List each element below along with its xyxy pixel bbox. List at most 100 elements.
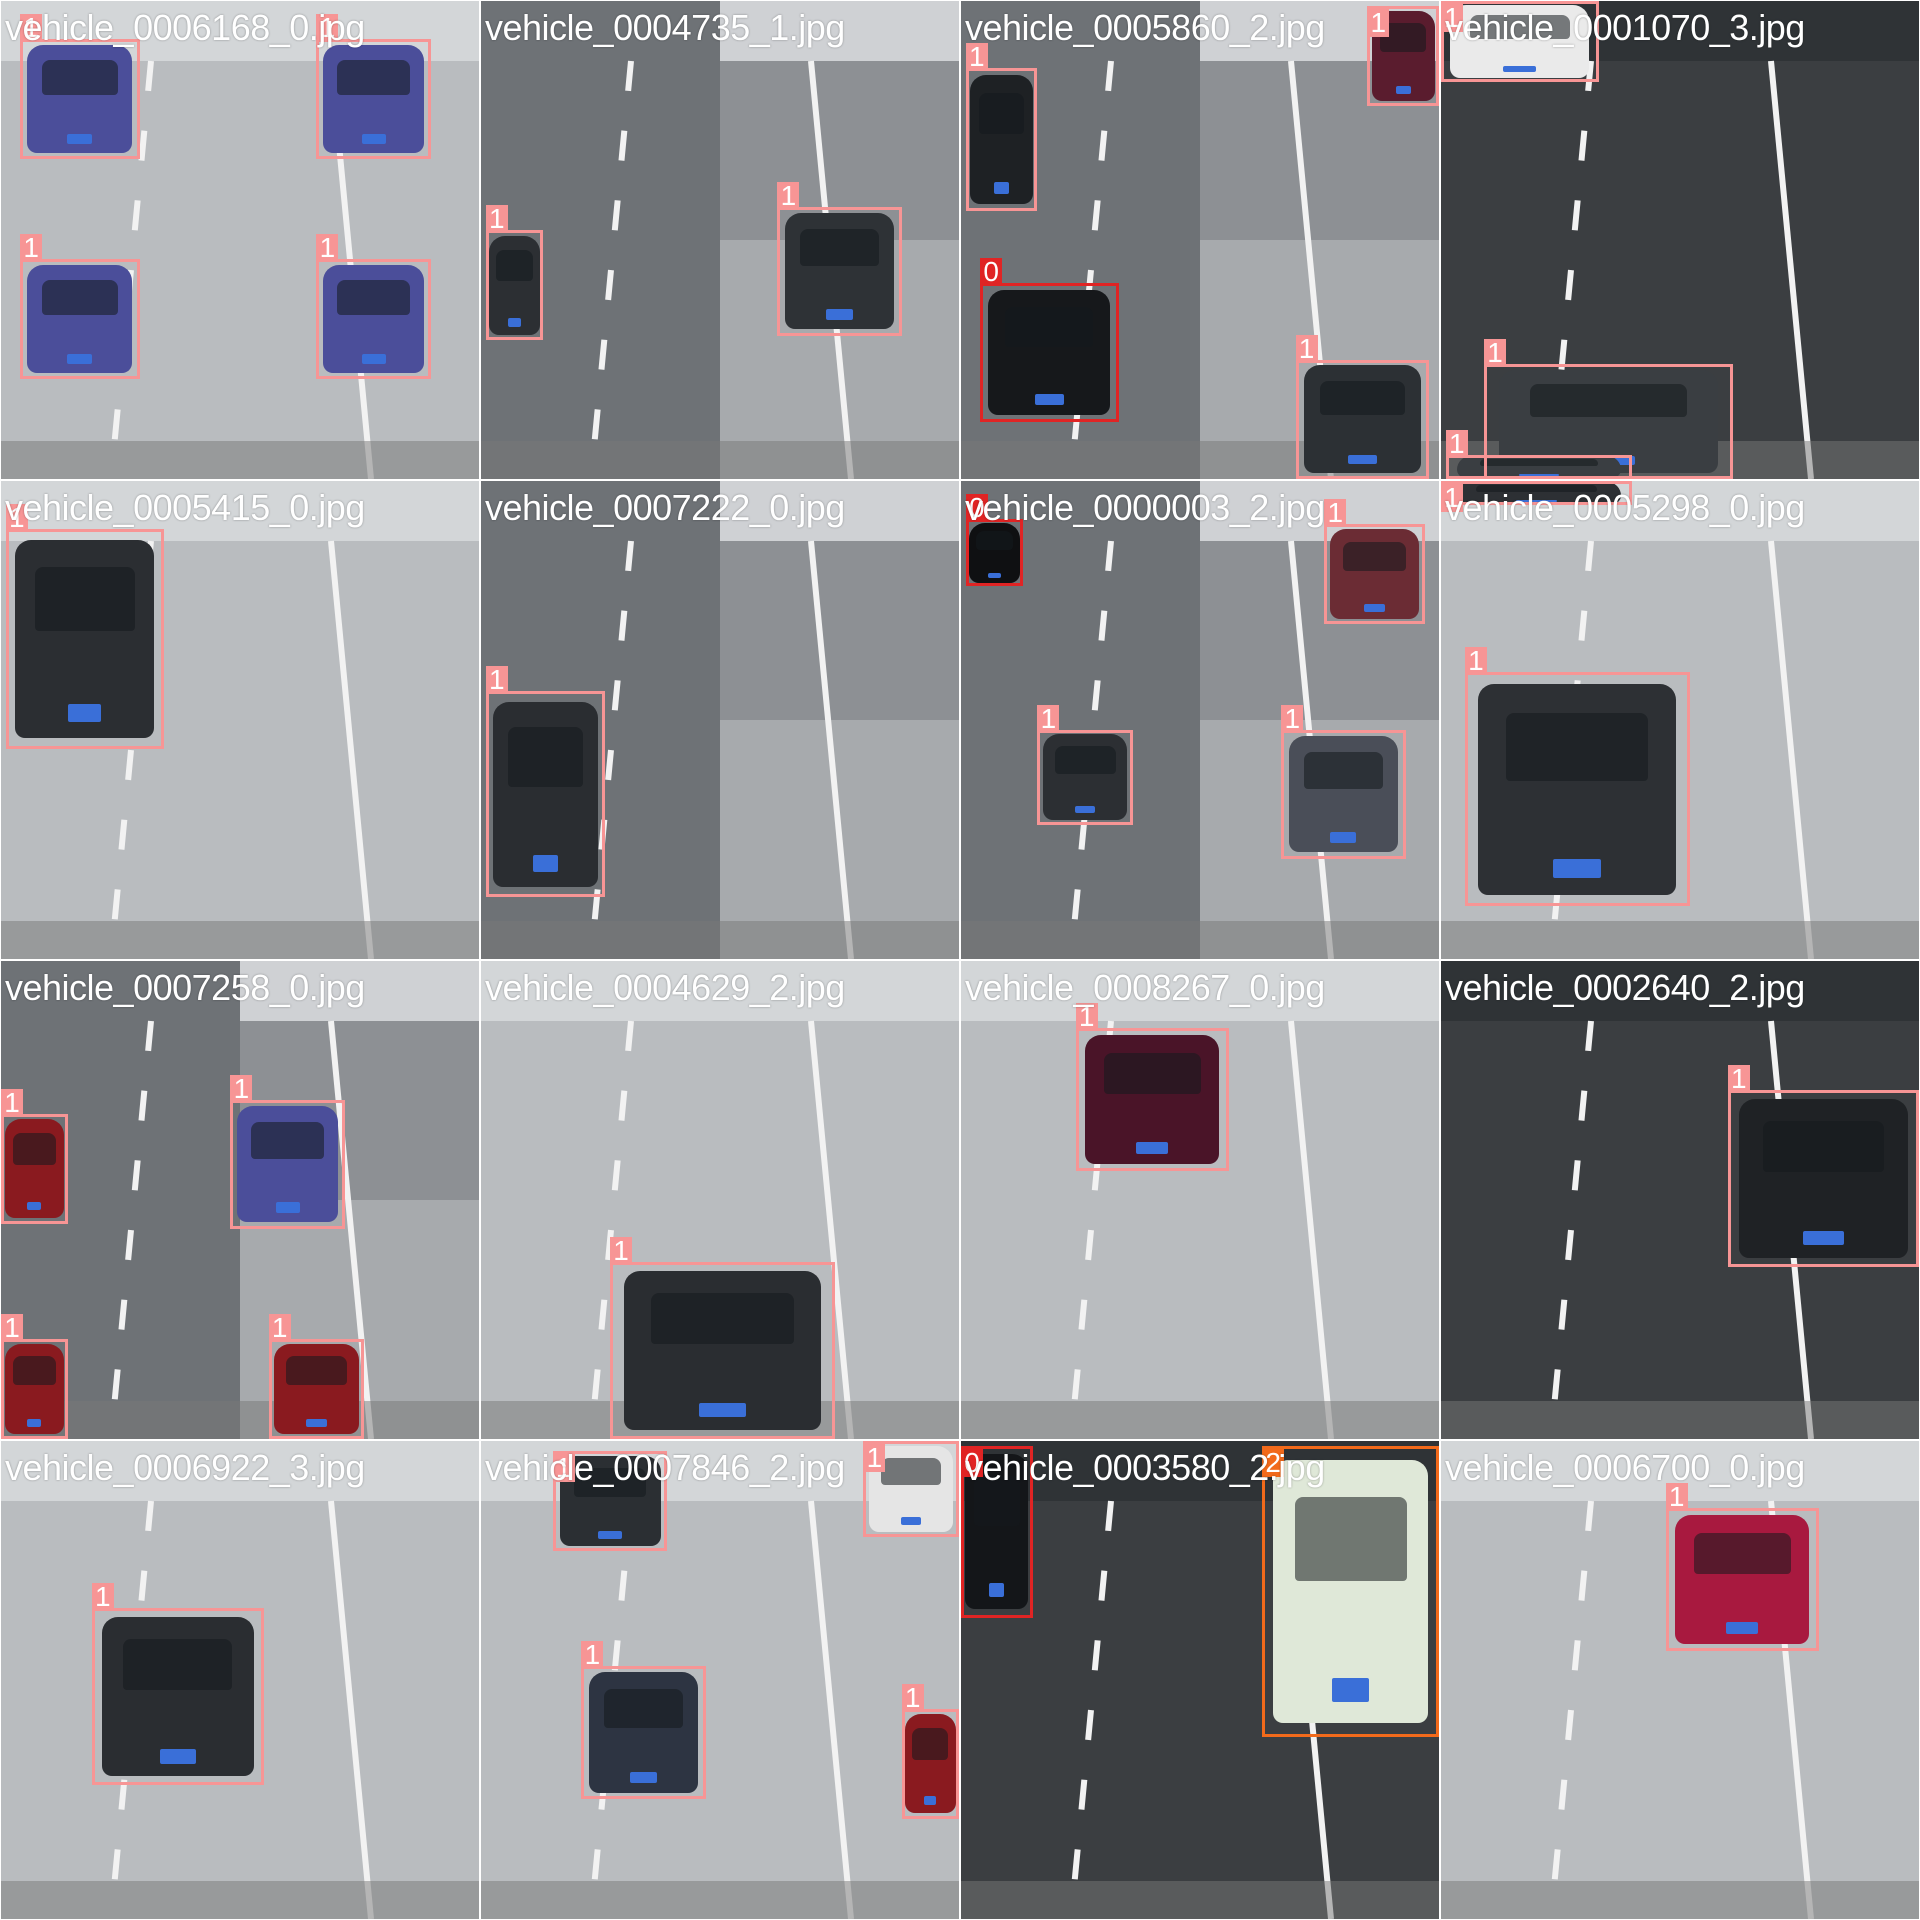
class-label: 1 [863, 1444, 886, 1472]
detection-box: 1 [1295, 334, 1430, 479]
detection-box: 1 [20, 234, 140, 379]
detection-box: 1 [91, 1583, 264, 1786]
class-label: 1 [20, 234, 43, 263]
class-label: 1 [5, 503, 28, 532]
vehicle [1456, 456, 1621, 478]
class-label: 1 [1281, 704, 1304, 733]
mosaic-tile: vehicle_0007222_0.jpg 1 [481, 481, 959, 959]
mosaic-tile: vehicle_0002640_2.jpg 1 [1441, 961, 1919, 1439]
detection-box: 1 [777, 181, 902, 336]
detection-box: 1 [965, 42, 1038, 212]
class-label: 2 [1262, 1448, 1285, 1477]
class-label: 1 [485, 205, 508, 234]
class-label: 1 [1441, 484, 1463, 512]
mosaic-tile: vehicle_0005415_0.jpg 1 [1, 481, 479, 959]
vehicle [905, 1714, 956, 1814]
class-label: 0 [965, 494, 988, 523]
detection-box: 1 [1, 1088, 68, 1224]
detection-box: 1 [1, 1313, 68, 1439]
road-scene-image [961, 961, 1439, 1439]
class-label: 1 [1295, 334, 1318, 363]
class-label: 0 [980, 258, 1003, 287]
class-label: 1 [20, 14, 43, 43]
detection-box: 1 [1464, 647, 1690, 907]
detection-box: 1 [1445, 430, 1633, 479]
detection-box: 1 [485, 666, 606, 897]
class-label: 1 [1445, 430, 1468, 459]
mosaic-tile: vehicle_0007258_0.jpg 1 1 1 1 [1, 961, 479, 1439]
vehicle [1739, 1098, 1908, 1259]
vehicle [1084, 1035, 1220, 1165]
vehicle [623, 1270, 822, 1431]
tile-filename: vehicle_0006922_3.jpg [5, 1447, 365, 1488]
vehicle [1452, 482, 1621, 504]
detection-box: 1 [581, 1640, 706, 1800]
vehicle [970, 75, 1034, 205]
detection-box: 1 [316, 14, 432, 159]
vehicle [1330, 529, 1419, 620]
class-label: 1 [1, 1088, 23, 1117]
vehicle [1272, 1460, 1429, 1723]
tile-filename: vehicle_0001070_3.jpg [1445, 7, 1805, 48]
mosaic-tile: vehicle_0008267_0.jpg 1 [961, 961, 1439, 1439]
vehicle [102, 1617, 254, 1777]
class-label: 1 [1464, 647, 1487, 676]
mosaic-tile: vehicle_0000003_2.jpg 0 1 1 1 [961, 481, 1439, 959]
vehicle [15, 539, 155, 738]
class-label: 1 [1324, 499, 1347, 528]
class-label: 1 [1665, 1482, 1688, 1511]
vehicle [323, 45, 425, 153]
tile-filename: vehicle_0000003_2.jpg [965, 487, 1325, 528]
class-label: 1 [316, 14, 339, 43]
class-label: 1 [230, 1074, 253, 1103]
detection-box: 1 [1727, 1065, 1919, 1267]
class-label: 1 [485, 666, 508, 695]
vehicle [274, 1343, 359, 1434]
class-label: 1 [1075, 1002, 1098, 1031]
tile-filename: vehicle_0008267_0.jpg [965, 967, 1325, 1008]
detection-box: 1 [5, 503, 164, 749]
class-label: 1 [1, 1313, 23, 1342]
detection-box: 1 [316, 234, 432, 379]
detection-box: 1 [901, 1683, 959, 1819]
detection-box: 1 [1367, 5, 1439, 107]
detection-box: 1 [1441, 481, 1633, 512]
vehicle [588, 1672, 699, 1793]
tile-filename: vehicle_0005298_0.jpg [1445, 487, 1805, 528]
detection-box: 1 [230, 1074, 346, 1229]
detection-box: 1 [1324, 499, 1425, 625]
tile-filename: vehicle_0003580_2.jpg [965, 1447, 1325, 1488]
detection-box: 1 [268, 1313, 365, 1439]
vehicle [323, 265, 425, 373]
mosaic-tile: vehicle_0007846_2.jpg 1 1 1 1 [481, 1441, 959, 1919]
vehicle [988, 289, 1111, 415]
class-label: 1 [965, 42, 988, 71]
vehicle [27, 45, 133, 153]
vehicle [1288, 736, 1399, 853]
detection-box: 1 [1075, 1002, 1229, 1172]
detection-box: 1 [552, 1450, 668, 1551]
tile-filename: vehicle_0005860_2.jpg [965, 7, 1325, 48]
detection-box: 0 [980, 258, 1119, 422]
detection-box: 1 [485, 205, 544, 341]
class-label: 1 [1484, 339, 1507, 368]
vehicle [27, 265, 133, 373]
class-label: 1 [316, 234, 339, 263]
road-scene-image [1, 961, 479, 1439]
tile-filename: vehicle_0007222_0.jpg [485, 487, 845, 528]
class-label: 1 [1367, 8, 1390, 37]
detection-box: 1 [610, 1237, 835, 1439]
tile-filename: vehicle_0004629_2.jpg [485, 967, 845, 1008]
vehicle [1303, 365, 1422, 474]
tile-filename: vehicle_0006700_0.jpg [1445, 1447, 1805, 1488]
mosaic-tile: vehicle_0006922_3.jpg 1 [1, 1441, 479, 1919]
tile-filename: vehicle_0006168_0.jpg [5, 7, 365, 48]
detection-box: 1 [1665, 1482, 1819, 1652]
class-label: 1 [581, 1640, 604, 1669]
mosaic-tile: vehicle_0005860_2.jpg 1 0 1 1 [961, 1, 1439, 479]
vehicle [1478, 683, 1677, 895]
detection-box: 2 [1262, 1445, 1439, 1738]
detection-box: 1 [863, 1441, 959, 1537]
class-label: 1 [552, 1453, 575, 1482]
